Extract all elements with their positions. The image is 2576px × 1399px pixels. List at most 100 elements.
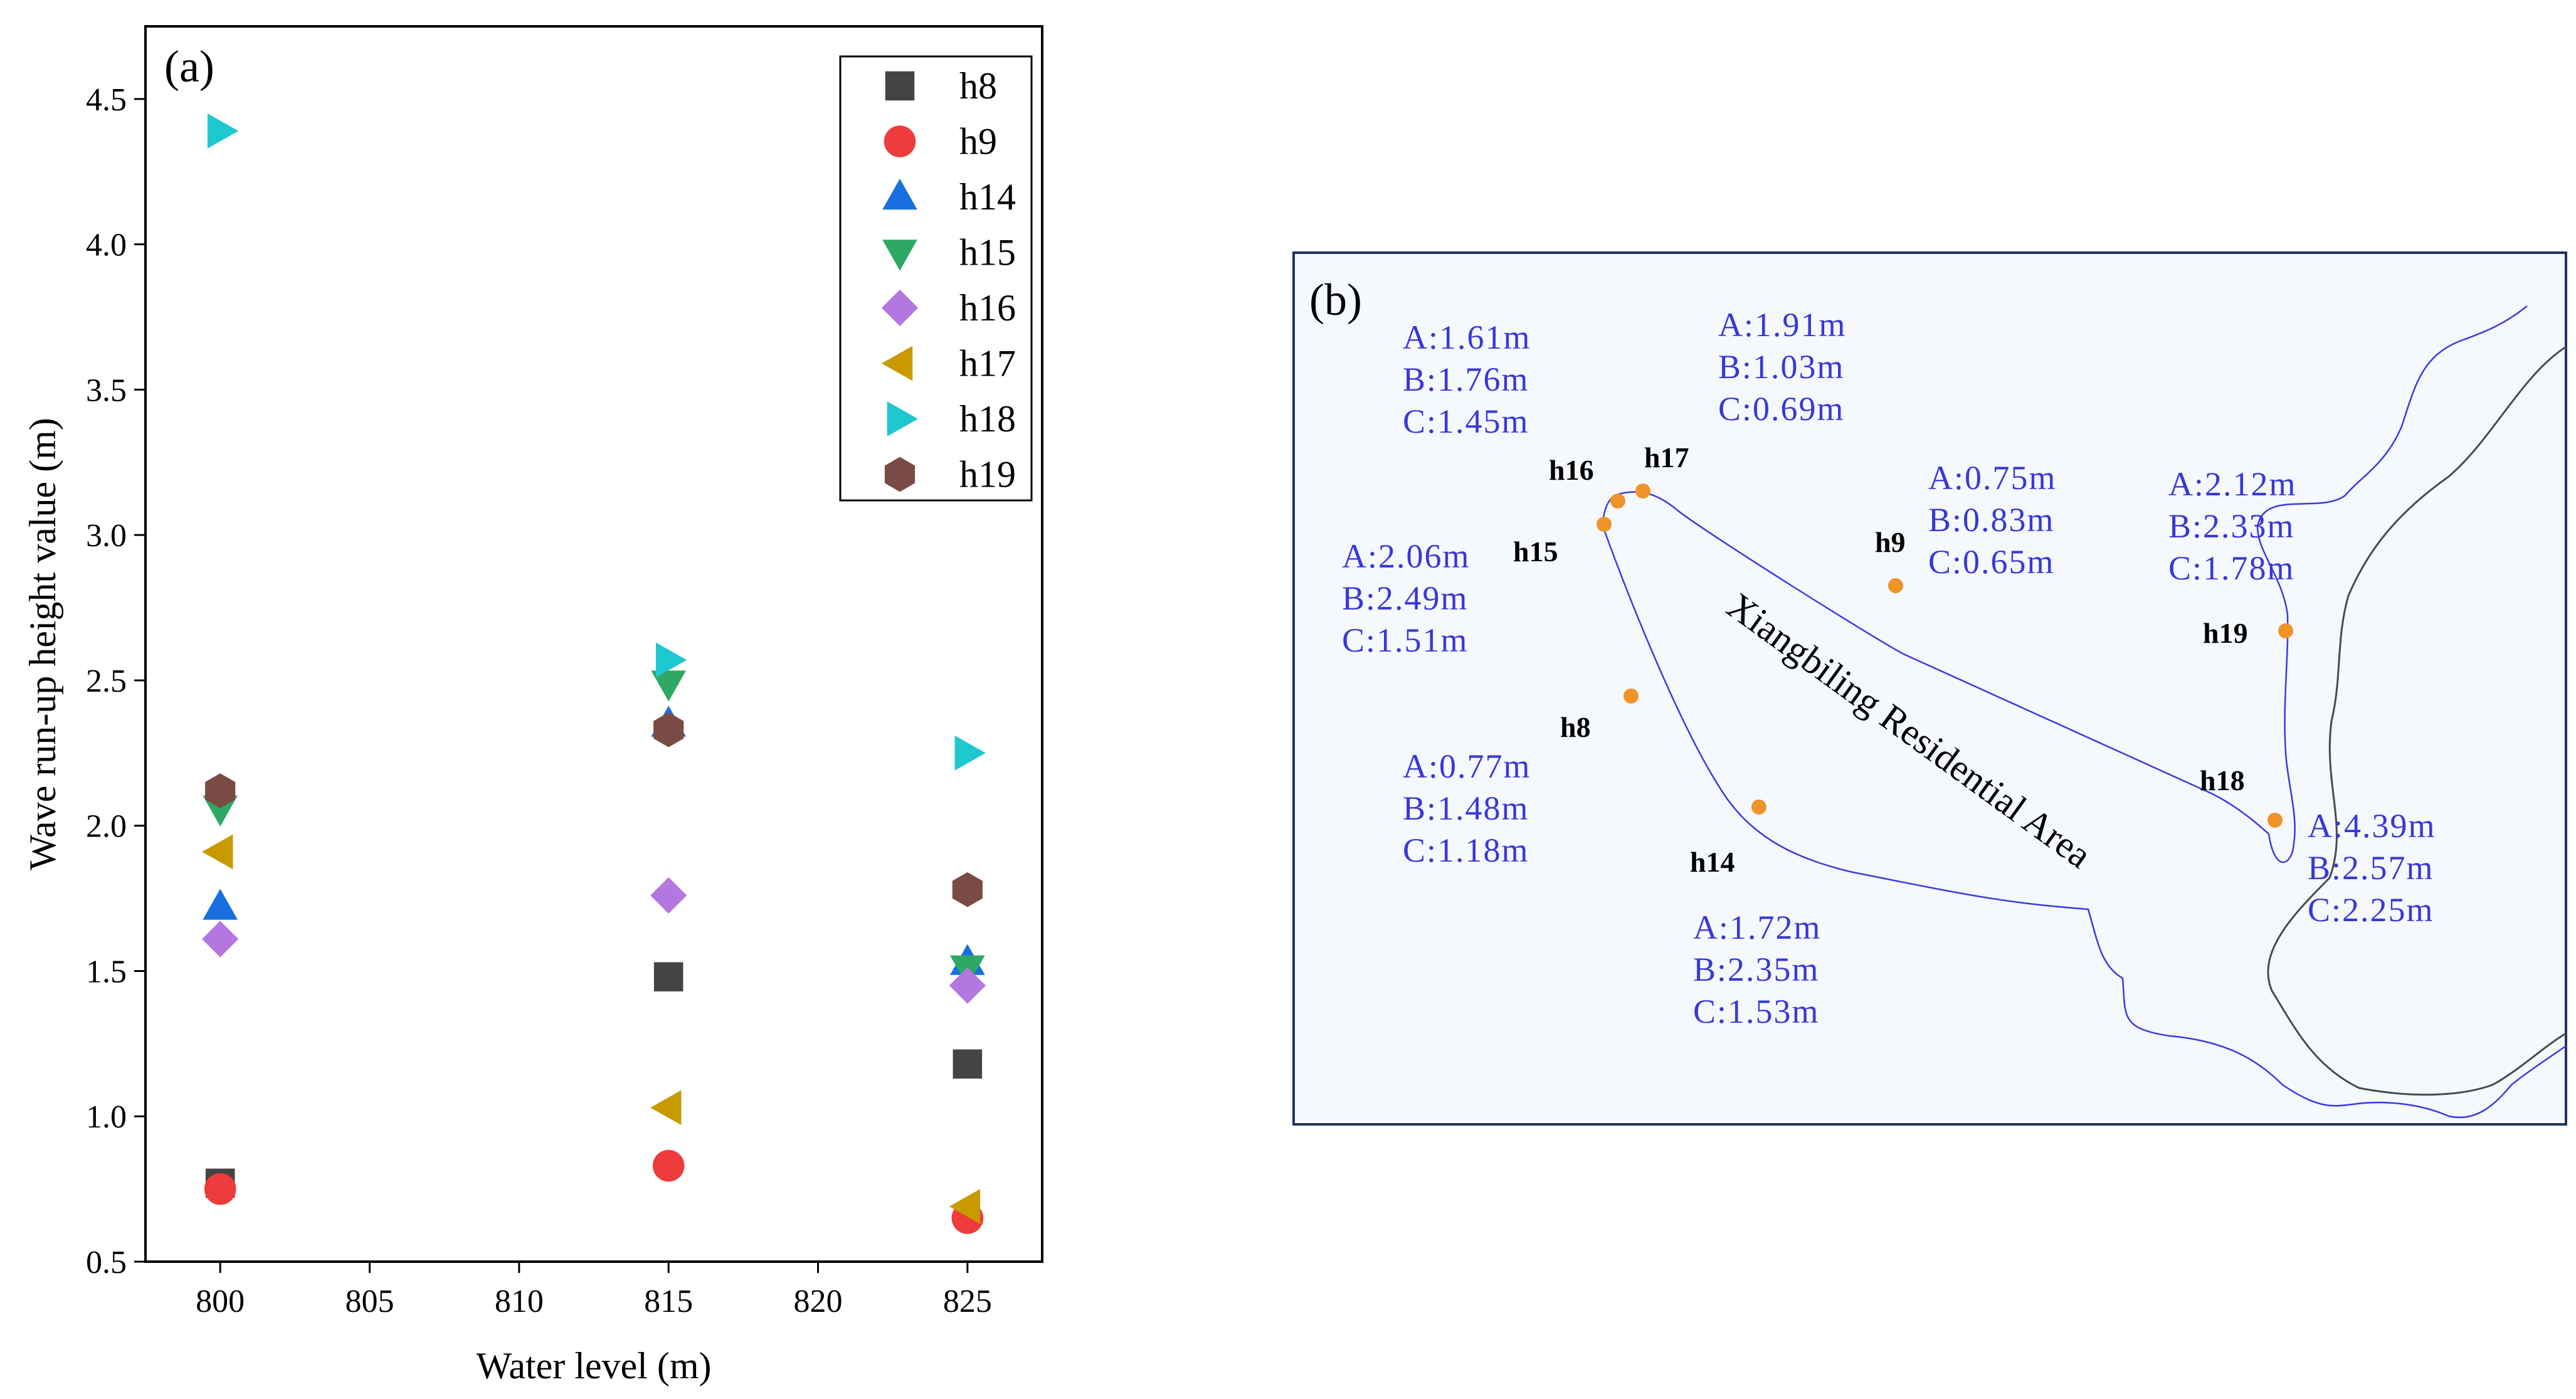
map-value-h15: C:1.51m [1342, 621, 1469, 659]
point-h17 [650, 1090, 682, 1126]
y-tick-label: 4.5 [86, 82, 127, 118]
point-h14 [203, 889, 238, 920]
map-value-h18: A:4.39m [2308, 807, 2436, 845]
legend-label-h18: h18 [959, 398, 1016, 440]
x-tick-label: 810 [495, 1284, 544, 1319]
point-h16 [650, 877, 687, 914]
legend-label-h9: h9 [959, 121, 997, 162]
map-point-h15 [1597, 517, 1612, 532]
legend-marker-h14 [882, 178, 917, 210]
map-point-h14 [1751, 800, 1766, 815]
map-value-h8: B:1.48m [1403, 789, 1529, 827]
map-value-h18: B:2.57m [2308, 849, 2434, 887]
panel-a-label: (a) [164, 41, 214, 92]
map-value-h17: C:0.69m [1718, 390, 1845, 428]
map-value-h8: A:0.77m [1403, 747, 1531, 785]
map-value-h17: B:1.03m [1718, 348, 1845, 386]
point-h8 [953, 1049, 983, 1079]
y-tick-label: 2.5 [86, 663, 127, 699]
map-point-label-h8: h8 [1560, 711, 1591, 743]
map-point-label-h19: h19 [2203, 617, 2248, 649]
legend-marker-h15 [882, 240, 917, 271]
map-point-h9 [1888, 578, 1903, 593]
legend-marker-h17 [881, 346, 913, 381]
map-value-h19: B:2.33m [2168, 507, 2295, 545]
map-value-h16: C:1.45m [1403, 403, 1529, 440]
x-axis-ticks: 800 805 810 815 820 825 [196, 1262, 992, 1319]
data-points [202, 114, 986, 1234]
panel-b-label: (b) [1309, 275, 1362, 325]
map-value-h14: C:1.53m [1693, 993, 1820, 1030]
map-point-label-h16: h16 [1549, 454, 1594, 486]
point-h8 [653, 962, 684, 992]
y-axis-ticks: 0.5 1.0 1.5 2.0 2.5 3.0 3.5 4.0 4.5 [86, 82, 145, 1280]
legend-marker-h9 [884, 125, 916, 157]
legend-marker-h19 [884, 457, 916, 492]
legend-label-h19: h19 [959, 454, 1016, 495]
map-point-h18 [2267, 813, 2283, 828]
legend-label-h14: h14 [959, 176, 1016, 218]
map-value-h16: B:1.76m [1403, 361, 1529, 398]
legend-box [839, 55, 1033, 502]
map-value-h19: A:2.12m [2168, 465, 2297, 503]
point-h18 [954, 735, 986, 771]
point-h16 [949, 967, 986, 1004]
y-tick-label: 1.5 [86, 954, 127, 990]
legend-label-h16: h16 [959, 287, 1016, 329]
map-value-h14: B:2.35m [1693, 951, 1820, 988]
point-h18 [207, 114, 239, 149]
legend-label-h15: h15 [959, 232, 1016, 273]
map-value-h19: C:1.78m [2168, 549, 2295, 587]
map-point-label-h14: h14 [1690, 846, 1735, 878]
point-h19 [653, 712, 684, 747]
y-tick-label: 2.0 [86, 809, 127, 845]
legend-marker-h8 [885, 71, 915, 101]
y-axis-label: Wave run-up height value (m) [22, 418, 63, 870]
map-value-h9: A:0.75m [1928, 459, 2057, 497]
x-tick-label: 815 [644, 1284, 693, 1319]
y-tick-label: 0.5 [86, 1245, 127, 1280]
site-map-panel: (b) Xiangbiling Residential Area h8A:0.7… [1292, 251, 2567, 1126]
point-h18 [655, 642, 687, 678]
legend-label-h8: h8 [959, 65, 997, 107]
x-axis-label: Water level (m) [477, 1345, 712, 1386]
x-tick-label: 820 [794, 1284, 843, 1319]
point-h9 [652, 1149, 685, 1182]
y-tick-label: 1.0 [86, 1099, 127, 1135]
point-h16 [202, 921, 239, 958]
x-tick-label: 825 [943, 1284, 992, 1319]
map-value-h14: A:1.72m [1693, 909, 1822, 946]
legend-marker-h18 [887, 401, 919, 436]
legend-items: h8 h9 h14 h15 h16 h17 h18 h19 [881, 65, 1016, 495]
map-value-h16: A:1.61m [1403, 319, 1531, 356]
point-h17 [949, 1189, 981, 1224]
map-value-h18: C:2.25m [2308, 891, 2434, 929]
point-h15 [651, 670, 686, 702]
map-value-h9: C:0.65m [1928, 543, 2055, 581]
map-point-h16 [1610, 494, 1625, 509]
map-value-h8: C:1.18m [1403, 831, 1529, 869]
map-point-label-h17: h17 [1644, 441, 1689, 473]
map-value-h15: B:2.49m [1342, 579, 1469, 617]
point-h15 [203, 795, 238, 826]
map-point-label-h9: h9 [1875, 526, 1906, 558]
point-h19 [952, 872, 983, 907]
x-tick-label: 800 [196, 1284, 245, 1319]
y-tick-label: 3.0 [86, 518, 127, 554]
x-tick-label: 805 [346, 1284, 394, 1319]
map-point-label-h15: h15 [1513, 536, 1558, 568]
legend: h8 h9 h14 h15 h16 h17 h18 h19 [839, 55, 1033, 502]
point-h9 [204, 1173, 236, 1205]
map-point-h17 [1635, 483, 1650, 499]
plot-frame [144, 25, 1043, 1263]
y-tick-label: 4.0 [86, 228, 127, 263]
legend-marker-h16 [881, 289, 919, 327]
point-h19 [205, 773, 236, 808]
legend-label-h17: h17 [959, 343, 1016, 384]
map-point-h19 [2278, 623, 2293, 638]
map-value-h15: A:2.06m [1342, 537, 1470, 575]
map-points: h8 A:0.77m B:1.48m C:1.18m h9 A:0.75m B:0.83m C… [1342, 306, 2436, 1030]
map-point-h8 [1623, 689, 1639, 704]
scatter-chart-panel: (a) 800 805 810 815 820 825 0.5 1.0 1.5 2.0 2.5 3.… [22, 25, 1043, 1386]
